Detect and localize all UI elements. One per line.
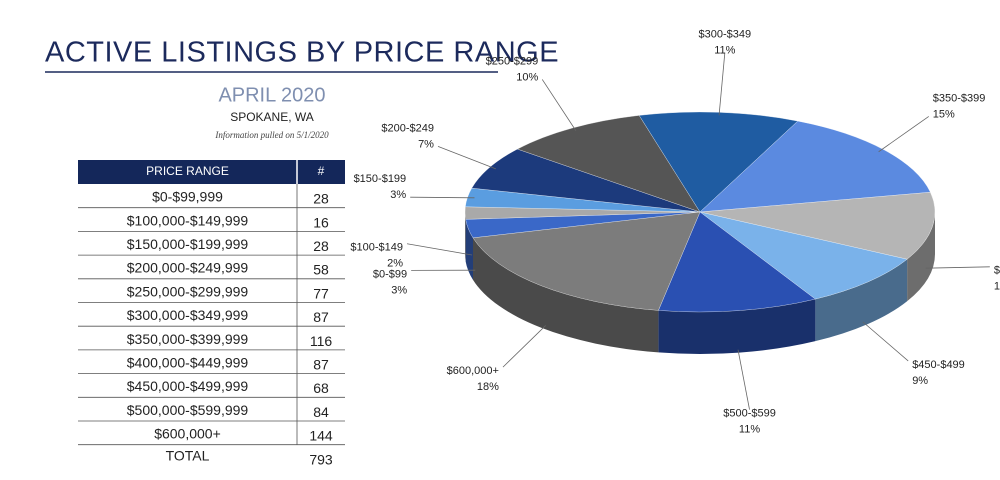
slice bbox=[472, 211, 701, 311]
leader-line bbox=[437, 146, 496, 170]
price-range: $600,000+ bbox=[154, 426, 221, 442]
slice-percent: 18% bbox=[477, 381, 499, 393]
table-header bbox=[78, 160, 345, 184]
slice-percent: 10% bbox=[516, 71, 538, 83]
slice bbox=[471, 148, 701, 213]
total-label: TOTAL bbox=[166, 447, 210, 463]
leader-line bbox=[541, 79, 577, 131]
price-range: $100,000-$149,999 bbox=[127, 212, 249, 228]
leader-line bbox=[862, 321, 909, 362]
slice-percent: 11% bbox=[994, 281, 1000, 293]
slice-percent: 15% bbox=[933, 108, 955, 120]
leader-line bbox=[718, 52, 726, 116]
count: 116 bbox=[310, 333, 333, 349]
count: 87 bbox=[313, 356, 329, 372]
slice-label: $250-$299 bbox=[486, 55, 539, 67]
slice-percent: 2% bbox=[387, 258, 403, 270]
title: ACTIVE LISTINGS BY PRICE RANGE bbox=[45, 37, 559, 69]
slice-side bbox=[473, 237, 659, 353]
column-header: PRICE RANGE bbox=[146, 164, 229, 178]
slice-side bbox=[815, 259, 908, 342]
slice-percent: 11% bbox=[739, 424, 760, 436]
count: 58 bbox=[313, 262, 329, 278]
slice-side bbox=[658, 299, 816, 354]
slice bbox=[658, 211, 816, 313]
leader-line bbox=[410, 196, 475, 199]
slice bbox=[699, 192, 936, 260]
count: 87 bbox=[313, 309, 329, 325]
count: 68 bbox=[313, 380, 329, 396]
count: 28 bbox=[313, 238, 329, 254]
price-range: $500,000-$599,999 bbox=[127, 402, 249, 418]
slice-label: $350-$399 bbox=[933, 92, 986, 104]
count: 84 bbox=[313, 404, 329, 420]
leader-line bbox=[925, 266, 990, 269]
slice-side bbox=[907, 212, 935, 302]
slice-side bbox=[465, 219, 474, 280]
slice-percent: 11% bbox=[714, 45, 735, 57]
slice-percent: 9% bbox=[912, 375, 928, 387]
leader-line bbox=[406, 243, 473, 256]
slice-percent: 3% bbox=[390, 189, 406, 201]
slice bbox=[699, 120, 931, 213]
price-range: $150,000-$199,999 bbox=[127, 236, 249, 252]
price-range: $200,000-$249,999 bbox=[127, 260, 249, 276]
slice-percent: 7% bbox=[418, 138, 434, 150]
slice-label: $500-$599 bbox=[723, 408, 776, 420]
slice-label: $150-$199 bbox=[354, 173, 407, 185]
slice-percent: 3% bbox=[391, 284, 407, 296]
leader-line bbox=[737, 349, 750, 410]
leader-line bbox=[502, 325, 546, 368]
column-header: # bbox=[318, 164, 325, 178]
slice-label: $450-$499 bbox=[912, 359, 965, 371]
total-count: 793 bbox=[309, 451, 333, 467]
slice-label: $200-$249 bbox=[381, 122, 434, 134]
price-range: $350,000-$399,999 bbox=[127, 331, 249, 347]
slice-label: $100-$149 bbox=[350, 242, 403, 254]
slice-side bbox=[465, 212, 466, 262]
slice bbox=[699, 211, 908, 300]
slice-label: $300-$349 bbox=[699, 29, 752, 41]
leader-line bbox=[878, 116, 929, 153]
price-range: $0-$99,999 bbox=[152, 189, 223, 205]
count: 28 bbox=[313, 191, 329, 207]
price-range: $450,000-$499,999 bbox=[127, 378, 249, 394]
count: 144 bbox=[309, 428, 333, 444]
count: 77 bbox=[313, 285, 329, 301]
location: SPOKANE, WA bbox=[230, 110, 314, 124]
slice-label: $400-$449 bbox=[994, 265, 1000, 277]
note: Information pulled on 5/1/2020 bbox=[214, 130, 329, 140]
subtitle: APRIL 2020 bbox=[218, 84, 325, 106]
price-range: $300,000-$349,999 bbox=[127, 307, 249, 323]
count: 16 bbox=[313, 214, 329, 230]
slice-label: $0-$99 bbox=[373, 268, 407, 280]
price-range: $400,000-$449,999 bbox=[127, 354, 249, 370]
price-range: $250,000-$299,999 bbox=[127, 283, 249, 299]
slice-label: $600,000+ bbox=[447, 365, 499, 377]
